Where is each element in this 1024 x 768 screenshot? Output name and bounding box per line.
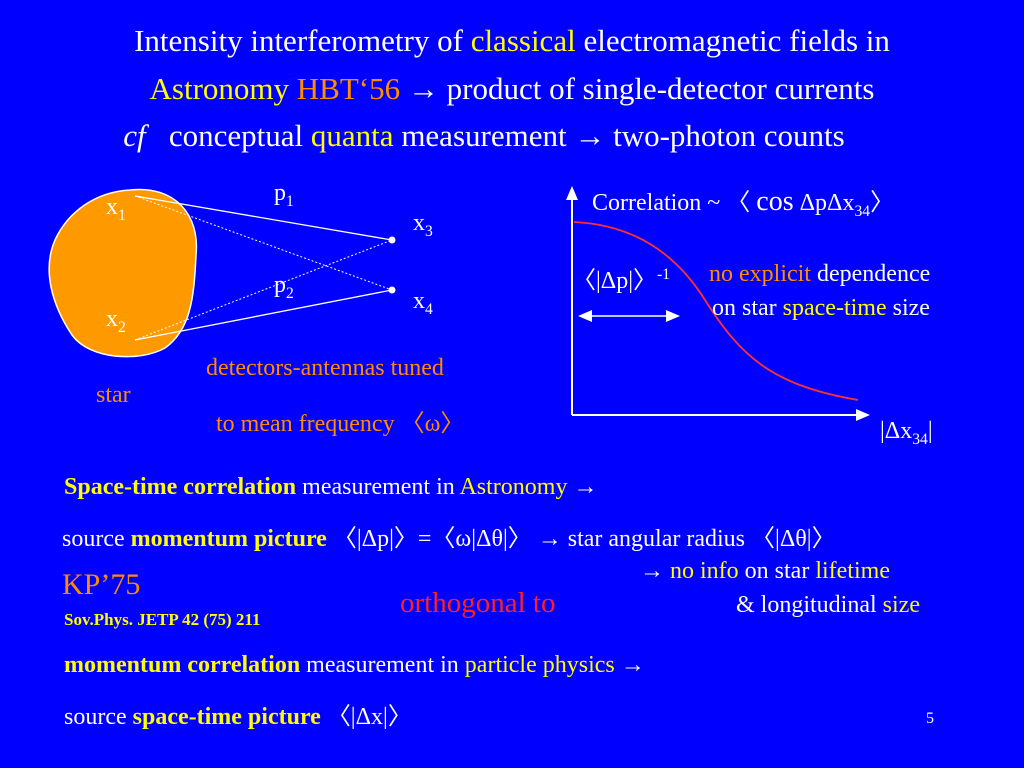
orthogonal-label: orthogonal to [400,587,556,619]
reference-journal: Sov.Phys. JETP 42 (75) 211 [64,610,261,629]
detectors-line-1: detectors-antennas tuned [206,355,444,381]
title-line-2: Astronomy HBT‘56 → product of single-det… [0,70,1024,108]
graph-note-line-1: no explicit dependence [709,261,931,287]
ray-x1-x4 [134,195,393,291]
detector-x4-dot [388,286,396,294]
graph-width-label: 〈|Δp|〉-1 [572,266,671,294]
detectors-line-2: to mean frequency 〈ω〉 [216,411,465,437]
ray-x1-x3 [134,195,393,241]
correlation-curve [573,221,859,401]
star-shape [48,188,198,358]
title-highlight-quanta: quanta [310,118,394,153]
title-highlight-classical: classical [470,23,576,58]
detector-x3-dot [388,236,396,244]
section1-line-1: Space-time correlation measurement in As… [64,474,598,500]
label-p2: p2 [274,272,294,302]
label-x2: x2 [106,306,126,336]
reference-kp: KP’75 [62,568,141,601]
section1-line-4: & longitudinal size [736,592,920,618]
section2-line-2: source space-time picture 〈|Δx|〉 [64,704,412,730]
title-cf: cf [123,118,146,153]
title-text: electromagnetic fields in [575,23,890,58]
title-highlight-astronomy: Astronomy [149,71,297,106]
section1-line-3: → no info on star lifetime [640,558,890,584]
label-x3: x3 [413,210,433,240]
title-text: measurement → two-photon counts [393,118,845,153]
section1-line-2: source momentum picture 〈|Δp|〉=〈ω|Δθ|〉 →… [62,526,836,552]
title-line-3: cf conceptual quanta measurement → two-p… [0,117,996,155]
graph-note-line-2: on star space-time size [712,295,930,321]
ray-x2-x3 [134,239,393,341]
label-x1: x1 [106,194,126,224]
section2-line-1: momentum correlation measurement in part… [64,652,645,678]
width-arrow-right [666,310,680,322]
graph-correlation-label: Correlation ~ 〈 cos ΔpΔx34〉 [592,186,895,220]
title-line-1: Intensity interferometry of classical el… [0,22,1024,60]
title-highlight-hbt: HBT‘56 [296,71,401,106]
graph-x-axis-label: |Δx34| [880,418,933,448]
title-text: conceptual [145,118,311,153]
graph-x-arrow [856,409,870,421]
ray-x2-x4 [134,289,393,341]
graph-y-arrow [566,186,578,200]
label-x4: x4 [413,288,433,318]
label-star: star [96,382,131,408]
page-number: 5 [926,710,934,727]
title-text: Intensity interferometry of [134,23,471,58]
title-text: → product of single-detector currents [400,71,875,106]
width-arrow-left [578,310,592,322]
label-p1: p1 [274,180,294,210]
